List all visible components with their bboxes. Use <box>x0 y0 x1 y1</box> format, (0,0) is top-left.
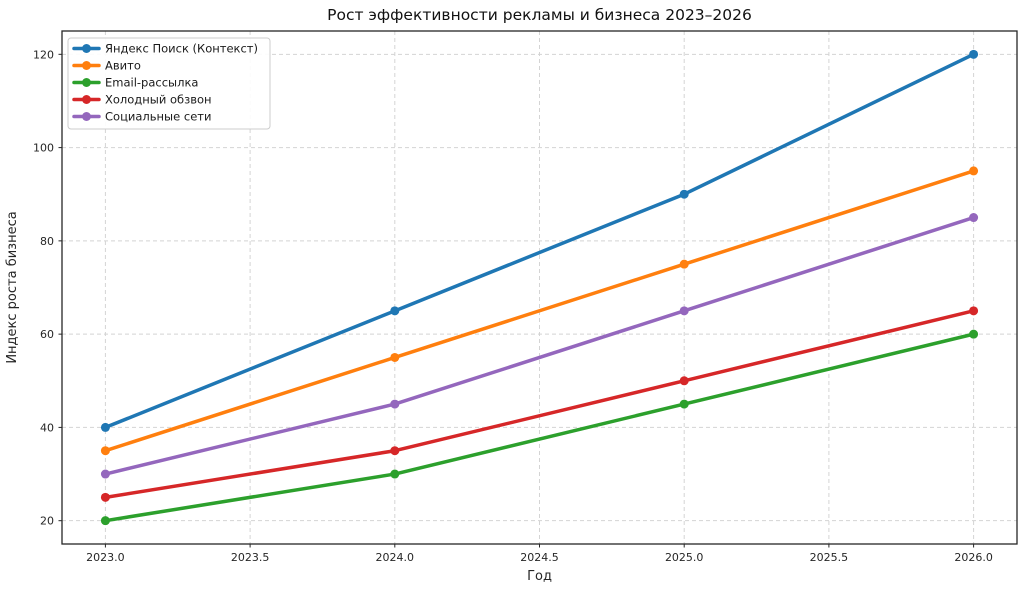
data-point-marker <box>679 259 689 269</box>
x-tick-label: 2026.0 <box>954 551 993 564</box>
y-tick-label: 100 <box>33 142 54 155</box>
y-axis-label: Индекс роста бизнеса <box>5 211 20 363</box>
x-tick-label: 2024.0 <box>376 551 415 564</box>
legend-marker <box>82 44 91 53</box>
legend-label: Холодный обзвон <box>105 93 212 107</box>
data-point-marker <box>100 469 110 479</box>
y-tick-label: 120 <box>33 48 54 61</box>
legend-marker <box>82 61 91 70</box>
plot-area: 20 40 60 80 100 120 2023.0 2023.5 2024.0 2024.5 20… <box>33 30 1018 564</box>
x-tick-label: 2023.5 <box>231 551 270 564</box>
x-axis-label: Год <box>527 569 552 584</box>
legend-label: Яндекс Поиск (Контекст) <box>105 42 258 56</box>
data-point-marker <box>390 306 400 316</box>
data-point-marker <box>100 492 110 502</box>
legend-label: Социальные сети <box>105 110 211 124</box>
data-point-marker <box>679 399 689 409</box>
x-tick-label: 2023.0 <box>86 551 125 564</box>
legend-item: Яндекс Поиск (Контекст) <box>72 42 258 56</box>
data-point-marker <box>100 446 110 456</box>
data-point-marker <box>390 399 400 409</box>
series-line <box>103 332 976 523</box>
legend-item: Социальные сети <box>72 110 211 124</box>
legend-marker <box>82 112 91 121</box>
y-tick-label: 20 <box>40 515 54 528</box>
y-tick-label: 40 <box>40 421 54 434</box>
data-point-marker <box>390 446 400 456</box>
legend-item: Авито <box>72 59 141 73</box>
data-point-marker <box>679 376 689 386</box>
data-point-marker <box>969 213 979 223</box>
data-point-marker <box>969 329 979 339</box>
chart-title: Рост эффективности рекламы и бизнеса 202… <box>327 6 752 24</box>
legend-label: Авито <box>105 59 141 73</box>
data-point-marker <box>390 469 400 479</box>
data-point-marker <box>969 166 979 176</box>
series-line <box>103 215 976 476</box>
data-point-marker <box>969 306 979 316</box>
y-tick-label: 80 <box>40 235 54 248</box>
legend: Яндекс Поиск (Контекст) Авито Email-рассыл… <box>67 37 271 130</box>
x-tick-label: 2024.5 <box>520 551 559 564</box>
legend-item: Email-рассылка <box>72 76 198 90</box>
legend-box <box>67 37 271 130</box>
data-point-marker <box>679 306 689 316</box>
y-tick-label: 60 <box>40 328 54 341</box>
data-point-marker <box>390 352 400 362</box>
data-point-marker <box>969 49 979 59</box>
data-point-marker <box>100 422 110 432</box>
series-line <box>103 52 976 430</box>
legend-label: Email-рассылка <box>105 76 198 90</box>
legend-item: Холодный обзвон <box>72 93 212 107</box>
series-line <box>103 309 976 500</box>
data-point-marker <box>679 189 689 199</box>
x-tick-label: 2025.5 <box>810 551 849 564</box>
series-line <box>103 169 976 453</box>
x-tick-label: 2025.0 <box>665 551 704 564</box>
legend-marker <box>82 95 91 104</box>
legend-marker <box>82 78 91 87</box>
data-point-marker <box>100 516 110 526</box>
